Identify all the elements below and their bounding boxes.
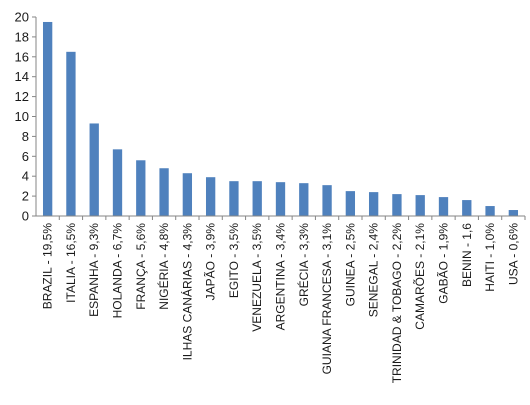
bar — [462, 200, 472, 216]
bar — [159, 168, 169, 216]
bar — [42, 21, 53, 216]
x-tick-label: ARGENTINA - 3,4% — [274, 223, 288, 331]
x-axis-labels: BRAZIL - 19,5% ITALIA - 16,5% ESPANHA - 9,… — [41, 216, 526, 384]
bar — [438, 197, 449, 216]
y-tick-label: 10 — [15, 109, 29, 124]
x-tick-label: GUIANA FRANCESA - 3,1% — [320, 223, 334, 375]
bar — [136, 160, 146, 216]
bar — [252, 181, 262, 216]
y-tick-label: 8 — [22, 129, 29, 144]
bar — [182, 173, 193, 216]
x-tick-label: BRAZIL - 19,5% — [41, 223, 55, 310]
x-tick-label: ESPANHA - 9,3% — [87, 223, 101, 317]
bar — [345, 191, 356, 216]
x-tick-label: GABÃO - 1,9% — [437, 223, 451, 304]
bar — [205, 177, 216, 216]
x-tick-label: GRÉCIA - 3,3% — [296, 223, 311, 307]
bar — [66, 51, 76, 217]
bar — [415, 195, 425, 216]
y-tick-label: 12 — [15, 89, 29, 104]
y-tick-label: 2 — [22, 189, 29, 204]
y-axis-ticks: 0 2 4 6 8 10 12 14 16 18 20 — [15, 10, 36, 224]
bar — [89, 123, 99, 216]
x-tick-label: GUINEA - 2,5% — [343, 223, 357, 307]
bar — [485, 206, 495, 216]
bar — [508, 210, 519, 216]
x-tick-label: VENEZUELA - 3,5% — [250, 223, 264, 332]
x-tick-label: ILHAS CANÁRIAS - 4,3% — [179, 223, 194, 361]
bar — [275, 182, 286, 216]
y-tick-label: 14 — [15, 69, 29, 84]
bar — [299, 183, 309, 216]
x-tick-label: TRINIDAD & TOBAGO - 2,2% — [390, 223, 404, 384]
x-tick-label: EGITO - 3,5% — [227, 223, 241, 298]
bar — [392, 194, 402, 216]
bar — [322, 185, 332, 216]
x-tick-label: CAMARÕES - 2,1% — [412, 223, 427, 330]
y-tick-label: 18 — [15, 29, 29, 44]
y-tick-label: 6 — [22, 149, 29, 164]
bar — [112, 149, 123, 216]
x-tick-label: HAITI - 1,0% — [483, 223, 497, 292]
x-tick-label: JAPÃO - 3,9% — [204, 223, 218, 301]
x-tick-label: NIGÉRIA - 4,8% — [156, 223, 171, 310]
y-tick-label: 4 — [22, 169, 29, 184]
x-tick-label: HOLANDA - 6,7% — [111, 223, 125, 319]
x-tick-label: FRANÇA - 5,6% — [134, 223, 148, 310]
x-tick-label: USA - 0,6% — [506, 223, 520, 285]
y-tick-label: 16 — [15, 49, 29, 64]
bar — [229, 181, 239, 216]
x-tick-label: SENEGAL - 2,4% — [367, 223, 381, 318]
y-tick-label: 0 — [22, 209, 29, 224]
bar — [368, 192, 379, 216]
bars — [42, 21, 519, 217]
x-tick-label: ITALIA - 16,5% — [64, 223, 78, 303]
y-tick-label: 20 — [15, 10, 29, 25]
x-tick-label: BENIN - 1,6 — [460, 223, 474, 287]
